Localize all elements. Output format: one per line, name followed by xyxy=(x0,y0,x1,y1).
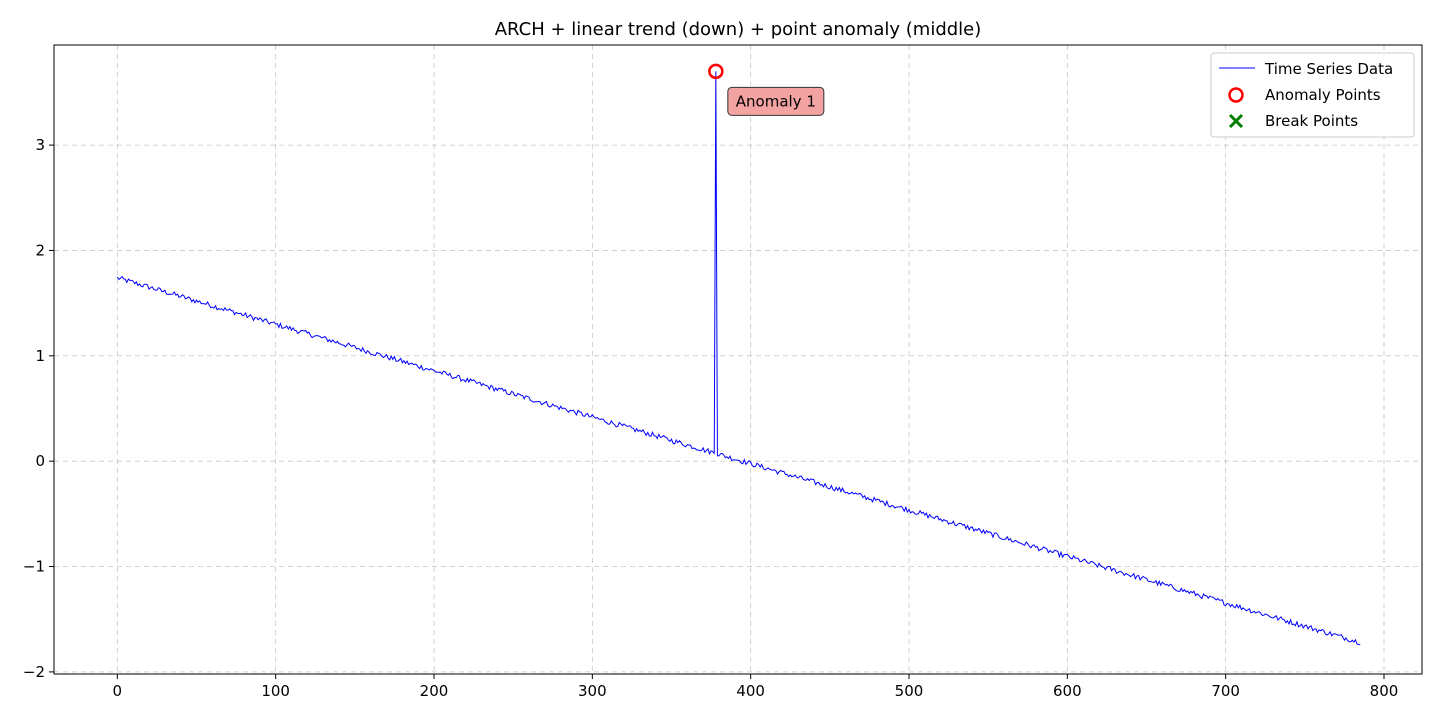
y-tick-label: 1 xyxy=(35,347,45,365)
y-tick-label: −1 xyxy=(23,558,45,576)
anomaly-point-marker xyxy=(708,63,724,80)
legend-label-time-series: Time Series Data xyxy=(1264,60,1393,78)
legend-label-anomaly: Anomaly Points xyxy=(1265,86,1381,104)
legend-label-break: Break Points xyxy=(1265,112,1358,130)
x-tick-label: 200 xyxy=(420,682,449,700)
annotation-layer: Anomaly 1 xyxy=(727,86,825,116)
annotation-anomaly-1: Anomaly 1 xyxy=(727,86,825,116)
axis-ticks: 0 100 200 300 400 500 600 700 800 −2 −1 0 1 2 3 xyxy=(23,136,1398,700)
y-tick-label: 3 xyxy=(35,136,45,154)
y-tick-label: 2 xyxy=(35,241,45,259)
legend-swatch-anomaly xyxy=(1228,87,1244,103)
x-tick-label: 500 xyxy=(895,682,924,700)
chart-title: ARCH + linear trend (down) + point anoma… xyxy=(495,19,982,40)
plot-area-frame xyxy=(53,44,1423,675)
series-layer xyxy=(116,71,1361,646)
y-tick-label: 0 xyxy=(35,452,45,470)
x-tick-label: 0 xyxy=(113,682,123,700)
x-tick-label: 600 xyxy=(1053,682,1082,700)
x-tick-label: 700 xyxy=(1211,682,1240,700)
grid xyxy=(54,45,1422,674)
marker-layer xyxy=(708,63,724,80)
series-line-time-series-data xyxy=(116,71,1361,646)
x-tick-label: 100 xyxy=(261,682,290,700)
annotation-box xyxy=(727,86,825,116)
annotation-label: Anomaly 1 xyxy=(736,92,816,110)
x-tick-label: 300 xyxy=(578,682,607,700)
x-tick-label: 400 xyxy=(736,682,765,700)
legend: Time Series Data Anomaly Points Break Poin… xyxy=(1210,52,1415,138)
x-tick-label: 800 xyxy=(1370,682,1399,700)
y-tick-label: −2 xyxy=(23,663,45,681)
legend-frame xyxy=(1210,52,1415,138)
legend-swatch-break-b xyxy=(1228,113,1244,129)
